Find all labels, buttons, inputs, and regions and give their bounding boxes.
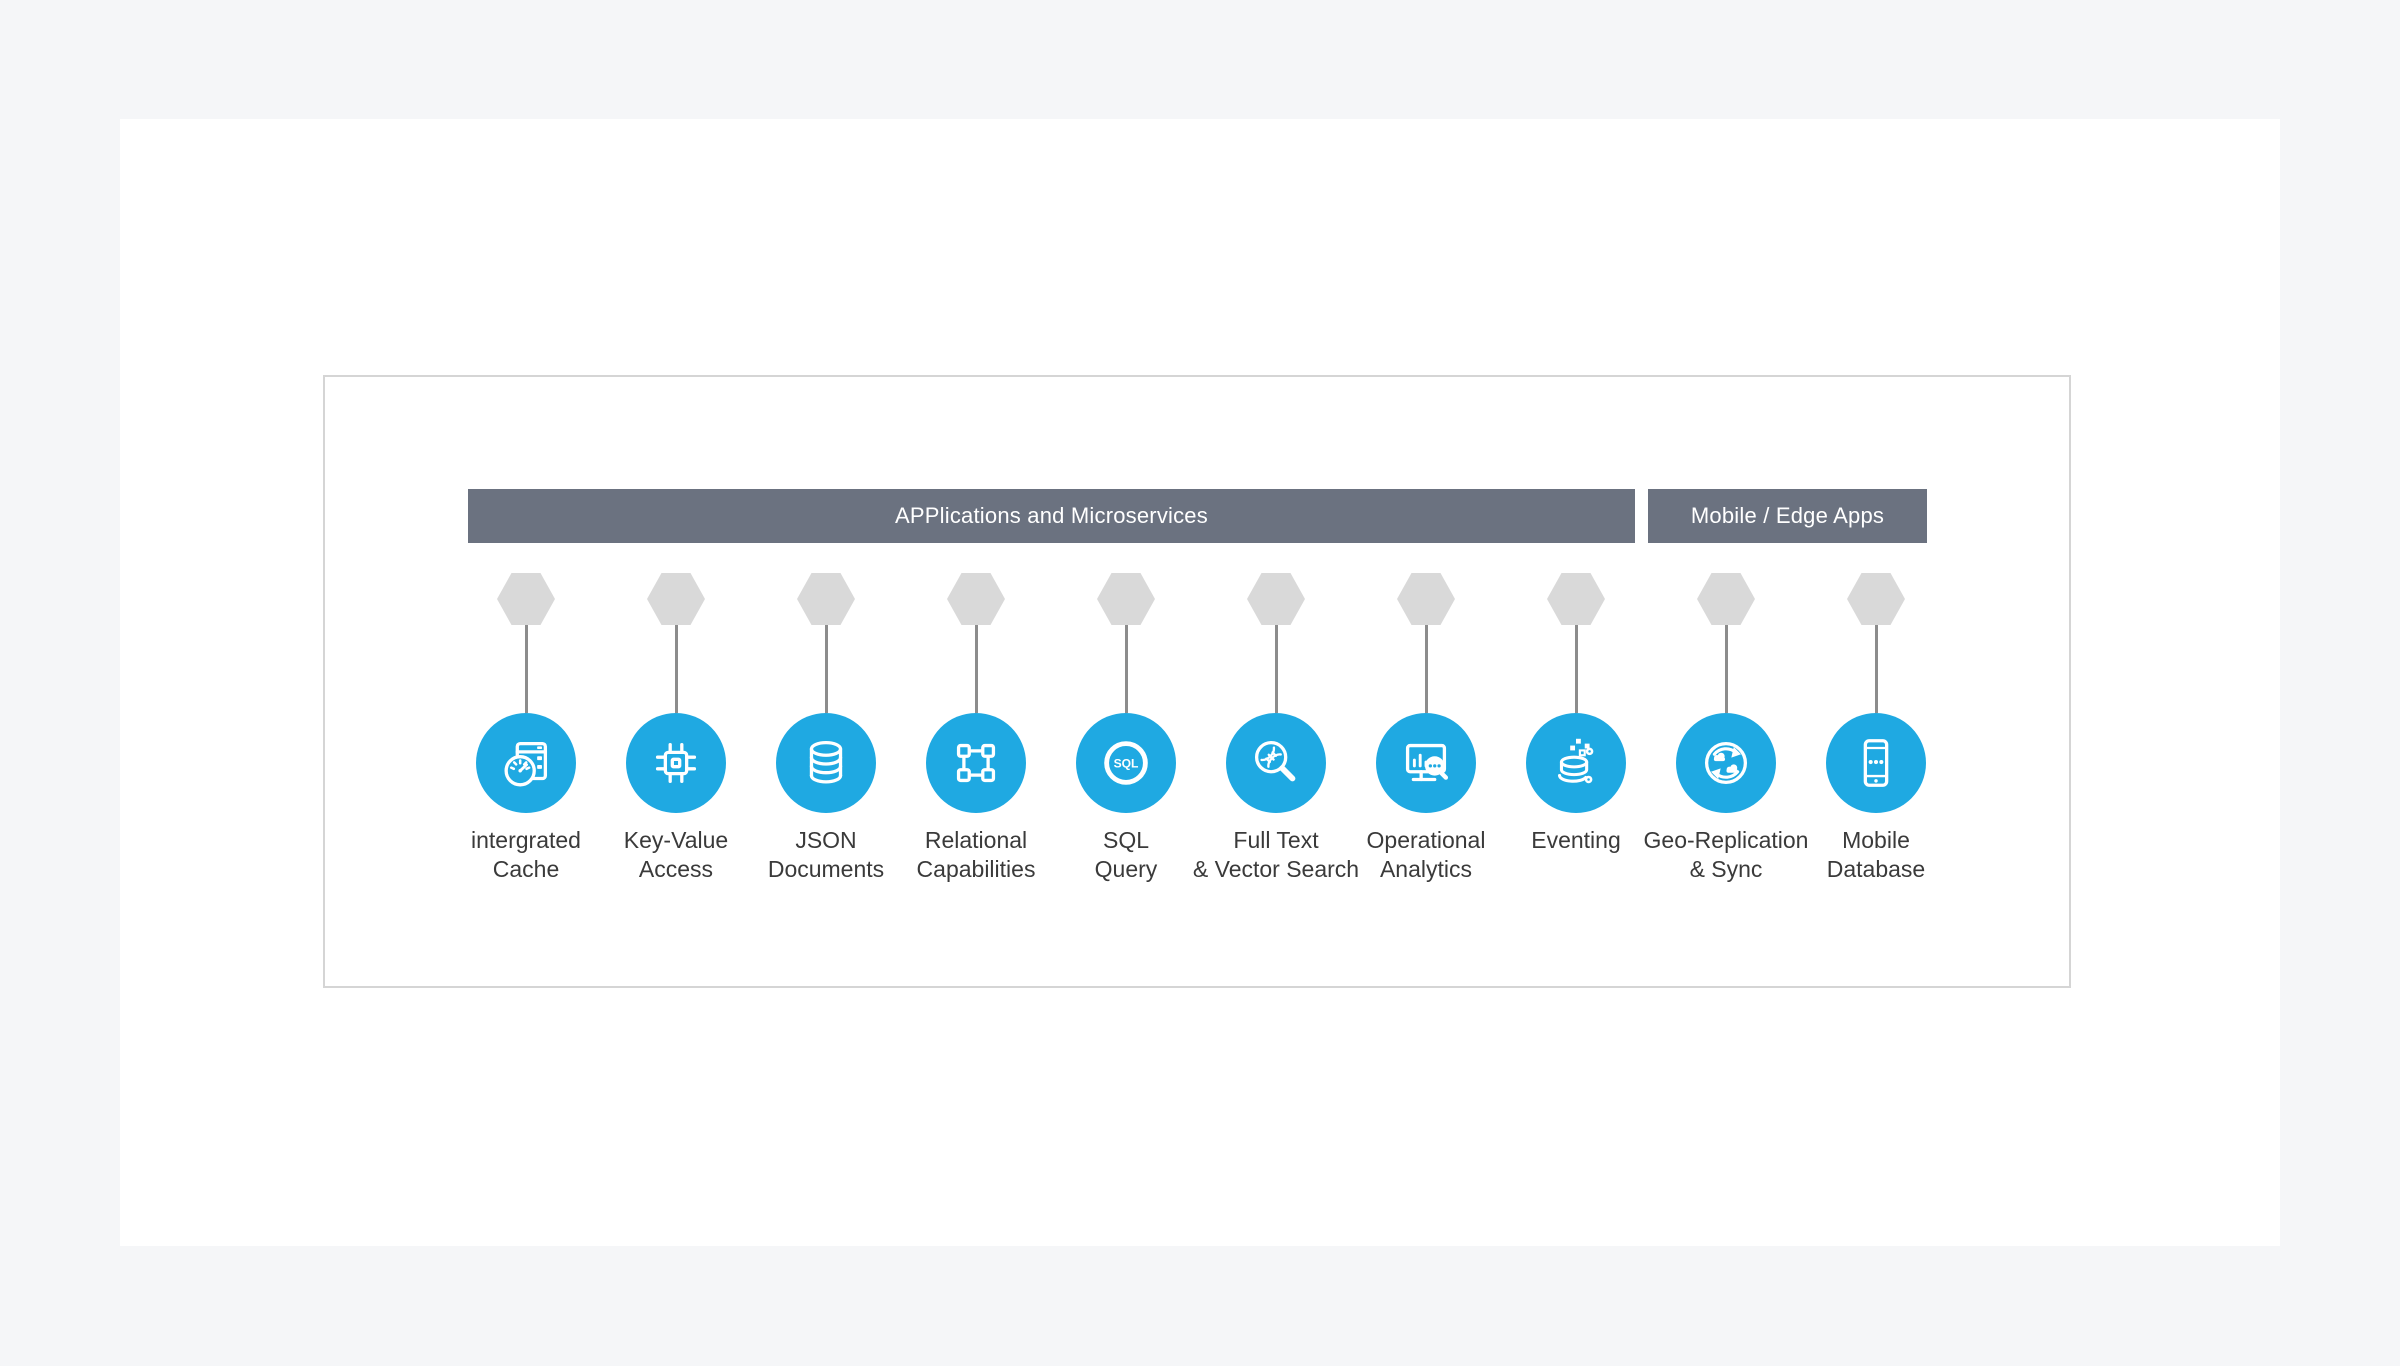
sql-query-icon: SQL bbox=[1076, 713, 1176, 813]
key-value-access-icon bbox=[626, 713, 726, 813]
feature-label: Relational Capabilities bbox=[916, 827, 1036, 882]
relational-capabilities-icon bbox=[926, 713, 1026, 813]
feature-label: Key-Value Access bbox=[623, 827, 729, 882]
diagram-card: APPlications and Microservices Mobile / … bbox=[323, 375, 2071, 988]
feature-label: Geo-Replication & Sync bbox=[1643, 827, 1809, 882]
feature-column: Full Text & Vector Search bbox=[1193, 573, 1359, 884]
feature-column: Mobile Database bbox=[1801, 573, 1951, 884]
feature-label: SQL Query bbox=[1094, 827, 1158, 882]
svg-text:SQL: SQL bbox=[1114, 756, 1139, 770]
hexagon-node bbox=[1847, 573, 1905, 625]
feature-column: JSON Documents bbox=[751, 573, 901, 884]
hexagon-node bbox=[1697, 573, 1755, 625]
connector-line bbox=[524, 625, 528, 713]
connector-line bbox=[1274, 625, 1278, 713]
hexagon-node bbox=[797, 573, 855, 625]
feature-column: Geo-Replication & Sync bbox=[1644, 573, 1808, 884]
feature-column: SQL SQL Query bbox=[1051, 573, 1201, 884]
connector-line bbox=[1874, 625, 1878, 713]
feature-column: Eventing bbox=[1501, 573, 1651, 884]
feature-column: intergrated Cache bbox=[451, 573, 601, 884]
hexagon-node bbox=[1547, 573, 1605, 625]
connector-line bbox=[1124, 625, 1128, 713]
connector-line bbox=[1424, 625, 1428, 713]
feature-column: Key-Value Access bbox=[601, 573, 751, 884]
hexagon-node bbox=[947, 573, 1005, 625]
feature-label: Operational Analytics bbox=[1366, 827, 1486, 882]
feature-column: Operational Analytics bbox=[1351, 573, 1501, 884]
mobile-database-icon bbox=[1826, 713, 1926, 813]
group-bar-mobile-edge: Mobile / Edge Apps bbox=[1648, 489, 1927, 543]
hexagon-node bbox=[1097, 573, 1155, 625]
group-bar-mobile-edge-label: Mobile / Edge Apps bbox=[1690, 503, 1885, 528]
feature-label: JSON Documents bbox=[767, 827, 885, 882]
feature-label: Full Text & Vector Search bbox=[1192, 827, 1360, 882]
feature-label: Mobile Database bbox=[1826, 827, 1926, 882]
connector-line bbox=[674, 625, 678, 713]
content-panel: APPlications and Microservices Mobile / … bbox=[120, 119, 2280, 1246]
feature-columns: intergrated Cache Key-Value Access JSON … bbox=[451, 573, 1951, 884]
operational-analytics-icon bbox=[1376, 713, 1476, 813]
eventing-icon bbox=[1526, 713, 1626, 813]
group-bar-applications: APPlications and Microservices bbox=[468, 489, 1635, 543]
connector-line bbox=[1724, 625, 1728, 713]
feature-label: intergrated Cache bbox=[471, 827, 581, 882]
hexagon-node bbox=[1247, 573, 1305, 625]
geo-replication-sync-icon bbox=[1676, 713, 1776, 813]
connector-line bbox=[824, 625, 828, 713]
hexagon-node bbox=[1397, 573, 1455, 625]
hexagon-node bbox=[647, 573, 705, 625]
integrated-cache-icon bbox=[476, 713, 576, 813]
hexagon-node bbox=[497, 573, 555, 625]
feature-column: Relational Capabilities bbox=[901, 573, 1051, 884]
feature-label: Eventing bbox=[1531, 827, 1621, 853]
connector-line bbox=[974, 625, 978, 713]
connector-line bbox=[1574, 625, 1578, 713]
group-bar-applications-label: APPlications and Microservices bbox=[895, 503, 1208, 528]
fulltext-vector-search-icon bbox=[1226, 713, 1326, 813]
json-documents-icon bbox=[776, 713, 876, 813]
